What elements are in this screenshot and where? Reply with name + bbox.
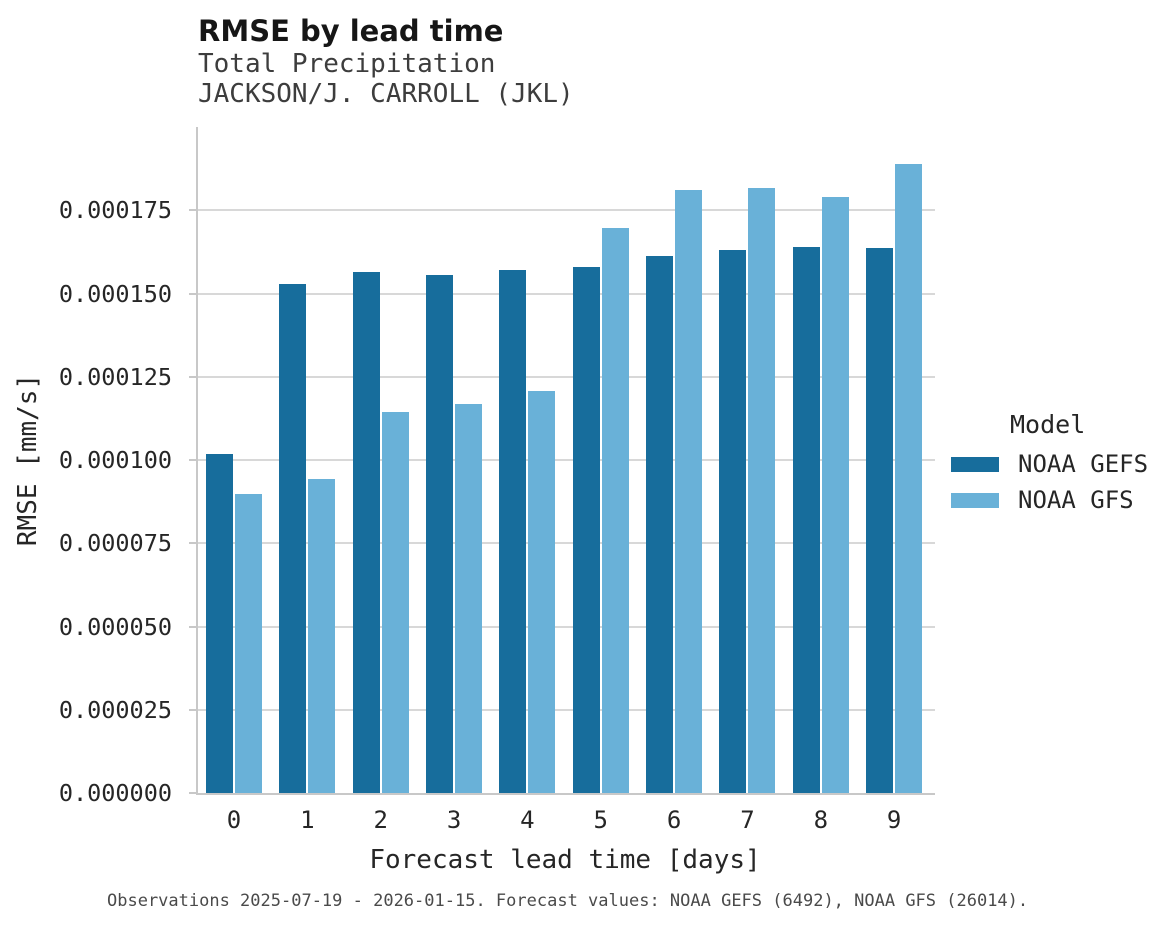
legend: Model NOAA GEFS NOAA GFS — [951, 410, 1148, 522]
x-tick-label-day-9: 9 — [886, 806, 902, 834]
gridline-0.000050 — [198, 625, 935, 628]
legend-item-noaa-gefs: NOAA GEFS — [951, 450, 1148, 478]
legend-swatch-noaa-gefs — [951, 456, 999, 472]
y-tick-mark — [189, 542, 196, 545]
y-tick-mark — [189, 792, 196, 794]
x-tick-label-day-4: 4 — [520, 806, 535, 834]
bar-noaa-gfs-day-0 — [235, 493, 262, 793]
x-axis-line — [196, 793, 935, 795]
bar-noaa-gefs-day-3 — [426, 274, 454, 793]
chart-subtitle-station: JACKSON/J. CARROLL (JKL) — [198, 79, 574, 109]
x-tick-label-day-8: 8 — [813, 806, 829, 834]
y-tick-label: 0.000150 — [58, 279, 172, 308]
y-tick-mark — [189, 209, 196, 212]
legend-title: Model — [1010, 410, 1086, 439]
bar-noaa-gefs-day-6 — [646, 256, 674, 793]
x-tick-label-day-3: 3 — [446, 806, 462, 834]
y-tick-mark — [189, 708, 196, 711]
y-tick-label: 0.000125 — [58, 362, 172, 391]
x-axis-label: Forecast lead time [days] — [369, 845, 761, 875]
y-tick-mark — [189, 375, 196, 378]
y-axis-line — [196, 127, 198, 795]
bar-noaa-gefs-day-9 — [866, 247, 894, 793]
bar-noaa-gfs-day-7 — [748, 188, 776, 793]
x-tick-label-day-6: 6 — [666, 806, 682, 834]
bar-noaa-gfs-day-4 — [528, 391, 556, 793]
chart-subtitle-variable: Total Precipitation — [198, 49, 496, 79]
bar-noaa-gefs-day-0 — [206, 454, 233, 793]
gridline-0.000125 — [198, 375, 935, 378]
y-tick-label: 0.000050 — [58, 612, 172, 641]
gridline-0.000150 — [198, 292, 935, 295]
y-tick-label: 0.000100 — [58, 446, 172, 474]
y-tick-mark — [189, 292, 196, 295]
chart-title: RMSE by lead time — [198, 14, 504, 48]
bar-noaa-gfs-day-8 — [821, 197, 849, 793]
legend-label-noaa-gfs: NOAA GFS — [1018, 486, 1134, 514]
y-tick-mark — [189, 625, 196, 628]
x-tick-label-day-2: 2 — [373, 806, 388, 834]
legend-label-noaa-gefs: NOAA GEFS — [1018, 450, 1149, 478]
y-tick-mark — [189, 459, 196, 461]
bar-noaa-gfs-day-9 — [895, 163, 923, 793]
gridline-0.000025 — [198, 708, 935, 711]
y-tick-label: 0.000000 — [58, 779, 172, 807]
bar-noaa-gefs-day-5 — [572, 266, 600, 793]
bar-noaa-gfs-day-1 — [308, 478, 336, 793]
y-tick-label: 0.000025 — [58, 695, 172, 724]
bar-noaa-gefs-day-1 — [279, 283, 307, 793]
bar-noaa-gfs-day-6 — [675, 189, 703, 793]
bar-noaa-gefs-day-4 — [499, 269, 527, 793]
x-tick-label-day-0: 0 — [226, 806, 242, 834]
legend-item-noaa-gfs: NOAA GFS — [951, 486, 1148, 514]
legend-swatch-noaa-gfs — [951, 492, 999, 508]
bar-noaa-gfs-day-5 — [601, 227, 629, 793]
y-tick-label: 0.000075 — [58, 529, 172, 558]
bar-noaa-gfs-day-3 — [455, 404, 483, 793]
gridline-0.000100 — [198, 459, 935, 461]
bar-noaa-gfs-day-2 — [381, 412, 409, 793]
x-tick-label-day-1: 1 — [300, 806, 315, 834]
y-tick-label: 0.000175 — [58, 196, 172, 225]
bar-noaa-gefs-day-7 — [719, 249, 747, 793]
x-tick-label-day-5: 5 — [593, 806, 608, 834]
x-tick-label-day-7: 7 — [740, 806, 755, 834]
bar-noaa-gefs-day-8 — [792, 246, 820, 793]
bar-noaa-gefs-day-2 — [352, 271, 380, 793]
gridline-0.000075 — [198, 542, 935, 545]
plot-area — [189, 127, 935, 795]
gridline-0.000175 — [198, 209, 935, 212]
caption: Observations 2025-07-19 - 2026-01-15. Fo… — [107, 891, 1029, 911]
